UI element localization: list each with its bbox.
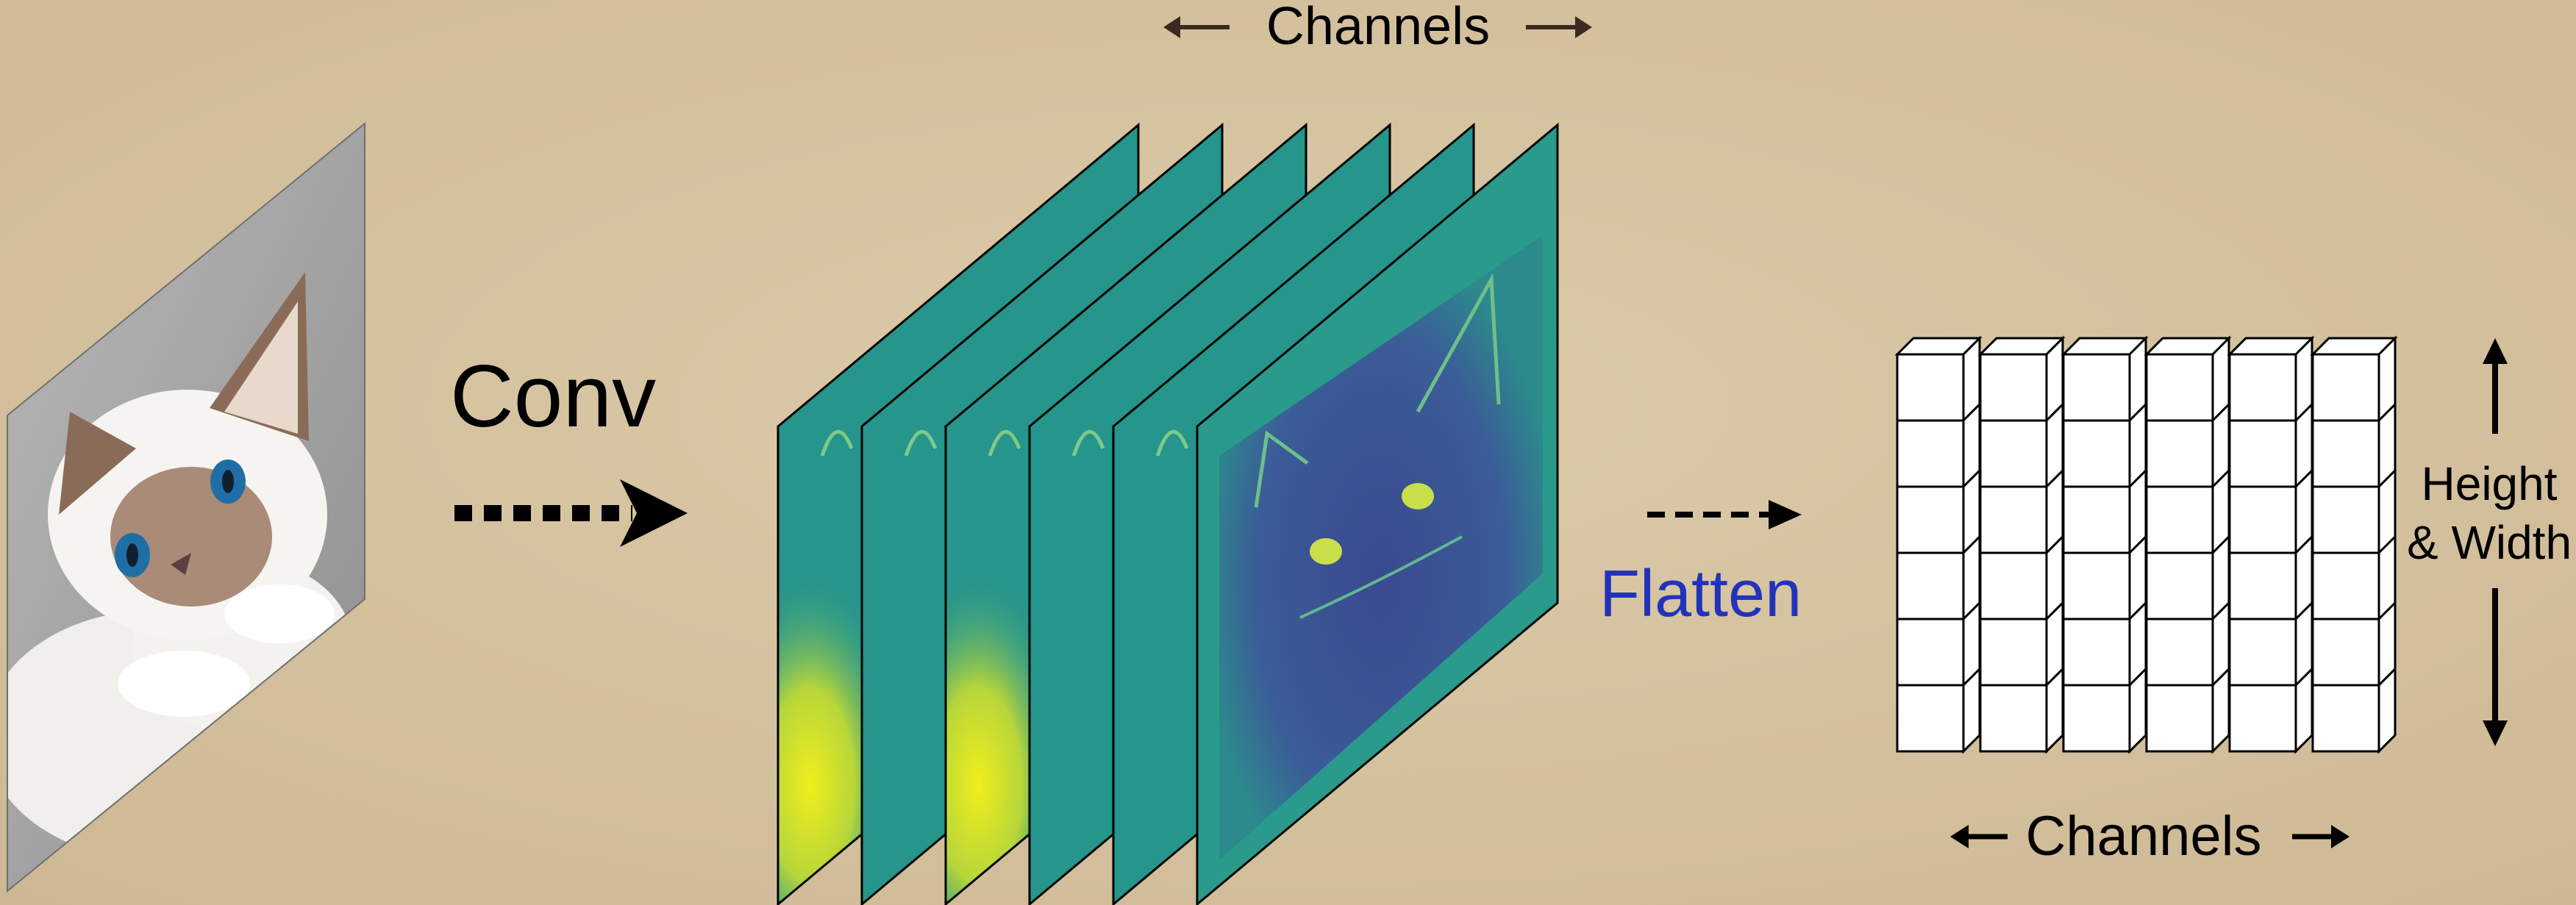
cube-cell (2145, 335, 2230, 423)
cube-cell (1896, 335, 1981, 423)
cube-cell (2145, 600, 2230, 688)
cube-cell (1979, 335, 2064, 423)
cube-cell (2062, 534, 2147, 622)
height-label: Height (2422, 457, 2558, 510)
channels-bottom-label: Channels (2025, 805, 2261, 868)
channels-bottom-indicator: Channels (1950, 805, 2350, 868)
cube-cell (2145, 401, 2230, 490)
dotted-arrow-right-icon (454, 479, 688, 547)
cube-cell (2228, 335, 2313, 423)
cube-cell (2311, 401, 2397, 490)
flattened-column-5 (2227, 335, 2315, 754)
cube-cell (2062, 401, 2147, 490)
conv-label: Conv (450, 347, 656, 446)
double-arrow-horizontal-icon (1950, 825, 2350, 848)
cube-cell (1896, 534, 1981, 622)
flattened-column-4 (2144, 335, 2232, 754)
cube-cell (2062, 666, 2147, 754)
cube-cell (2145, 468, 2230, 556)
cube-cell (1979, 534, 2064, 622)
channels-top-indicator: Channels (1163, 0, 1592, 56)
cube-cell (2228, 666, 2313, 754)
cube-cell (1896, 666, 1981, 754)
cube-cell (2145, 534, 2230, 622)
flattened-column-6 (2310, 335, 2398, 754)
double-arrow-vertical-icon (2483, 338, 2508, 746)
cube-cell (2228, 468, 2313, 556)
cube-cell (1979, 666, 2064, 754)
cube-cell (1979, 600, 2064, 688)
flatten-label: Flatten (1599, 557, 1802, 631)
cube-cell (2062, 600, 2147, 688)
cube-cell (1896, 600, 1981, 688)
cube-cell (2311, 666, 2397, 754)
cube-cell (2311, 600, 2397, 688)
width-label: & Width (2407, 516, 2572, 569)
cube-cell (2228, 401, 2313, 490)
channels-top-label: Channels (1266, 0, 1490, 56)
height-width-indicator: Height & Width (2407, 338, 2572, 746)
flattened-column-3 (2061, 335, 2149, 754)
cube-cell (2311, 335, 2397, 423)
dashed-arrow-right-icon (1647, 500, 1802, 529)
flattened-column-1 (1894, 335, 1983, 754)
cube-cell (2062, 468, 2147, 556)
double-arrow-horizontal-icon (1163, 16, 1592, 38)
cube-cell (1896, 401, 1981, 490)
flattened-column-2 (1977, 335, 2066, 754)
cube-cell (2228, 534, 2313, 622)
cube-cell (1979, 468, 2064, 556)
flattened-cube-grid (1894, 335, 2398, 754)
